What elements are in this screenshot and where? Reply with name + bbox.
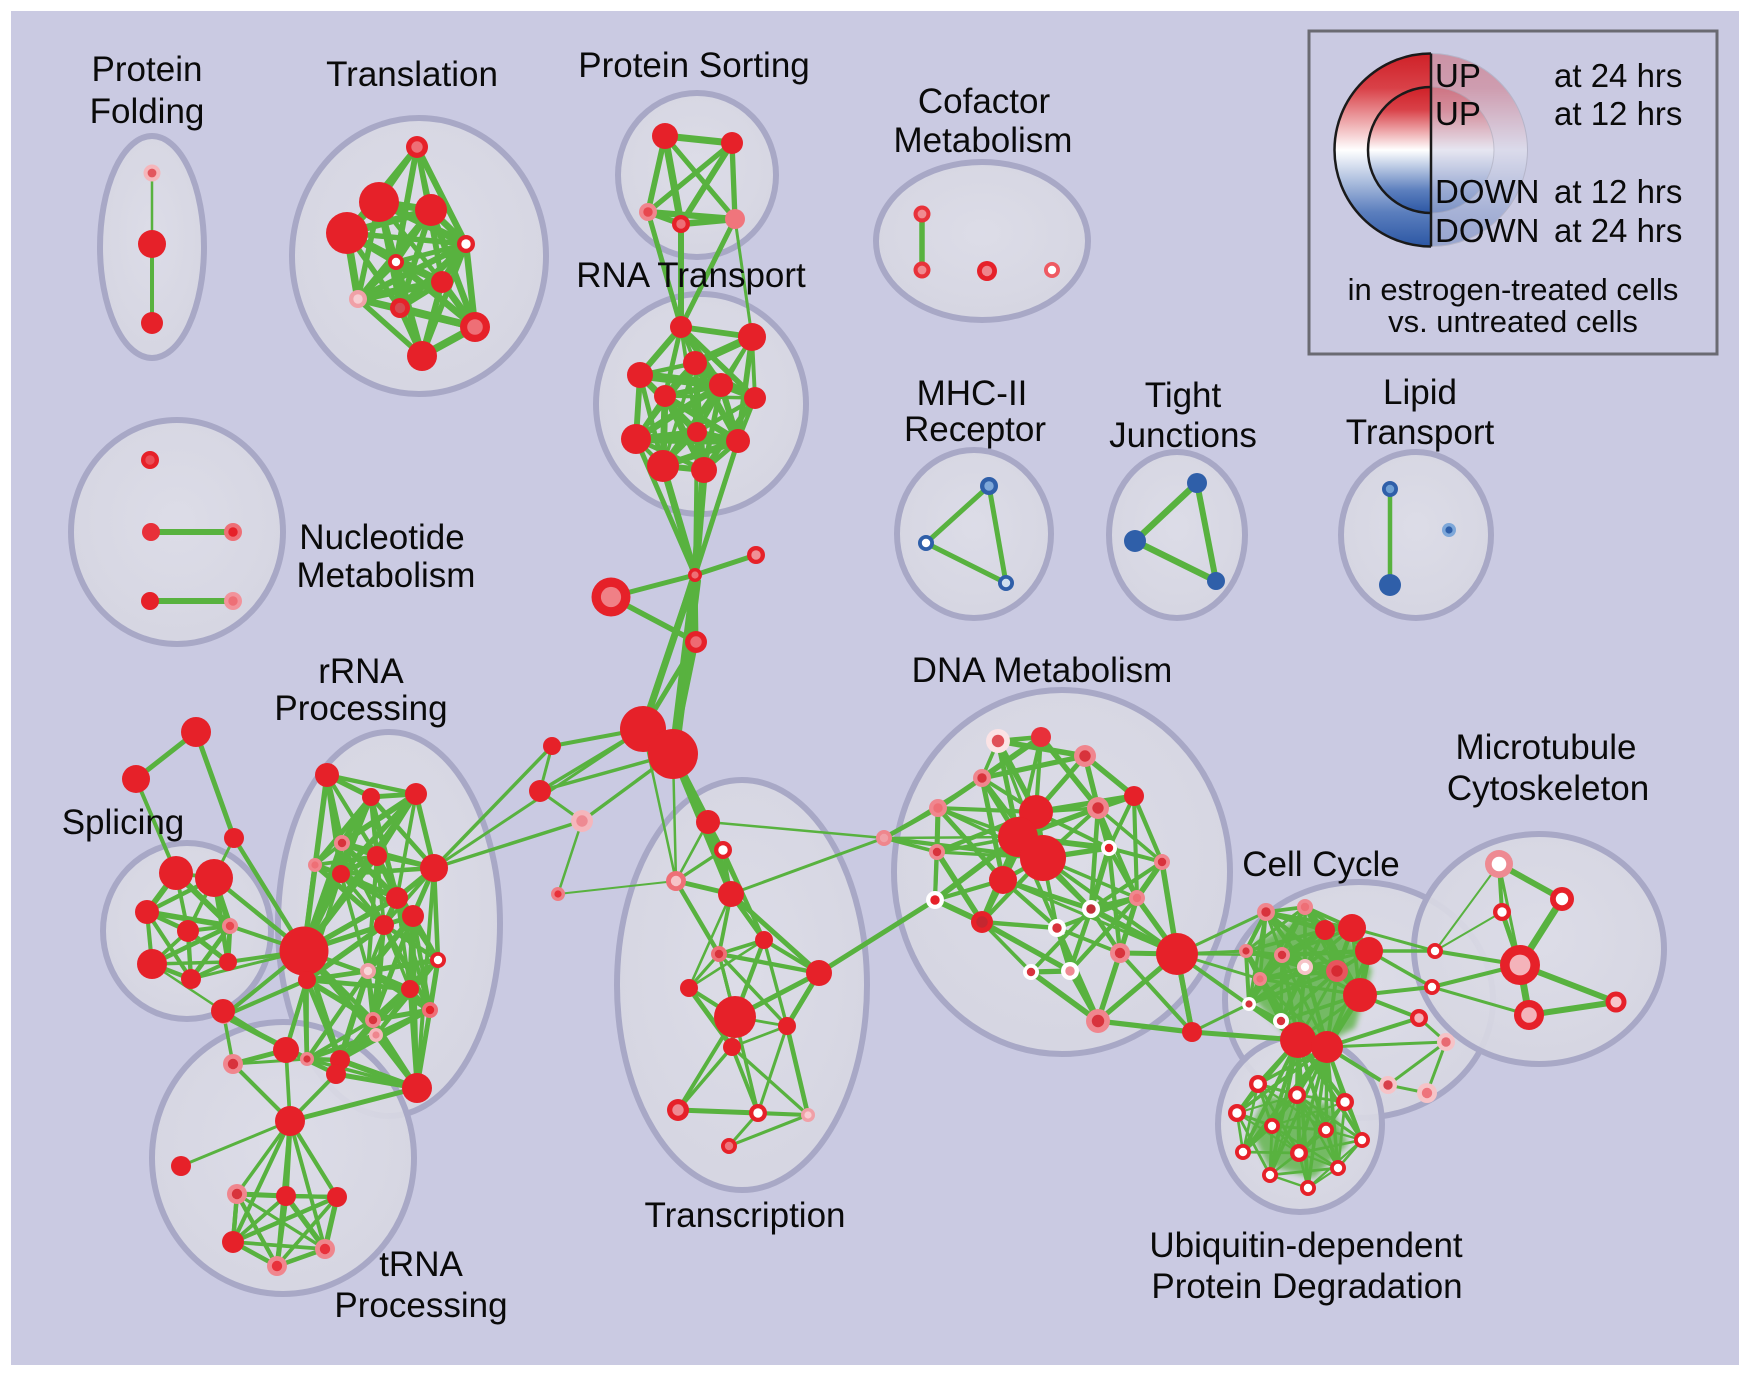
svg-text:Cofactor: Cofactor <box>918 82 1051 121</box>
svg-text:Processing: Processing <box>274 689 447 728</box>
svg-text:Transport: Transport <box>1346 413 1495 452</box>
svg-text:Protein Degradation: Protein Degradation <box>1151 1267 1462 1306</box>
svg-text:at 12 hrs: at 12 hrs <box>1554 173 1682 210</box>
svg-text:Tight: Tight <box>1145 376 1222 415</box>
svg-text:Receptor: Receptor <box>904 410 1046 449</box>
svg-text:Junctions: Junctions <box>1109 416 1257 455</box>
svg-text:Folding: Folding <box>90 92 205 131</box>
svg-text:DNA Metabolism: DNA Metabolism <box>912 651 1173 690</box>
svg-text:Transcription: Transcription <box>645 1196 846 1235</box>
svg-text:Protein: Protein <box>92 50 203 89</box>
svg-text:Ubiquitin-dependent: Ubiquitin-dependent <box>1149 1226 1463 1265</box>
svg-text:tRNA: tRNA <box>379 1245 463 1284</box>
svg-text:Metabolism: Metabolism <box>297 556 476 595</box>
svg-text:at 24 hrs: at 24 hrs <box>1554 212 1682 249</box>
svg-text:DOWN: DOWN <box>1435 173 1539 210</box>
svg-text:Nucleotide: Nucleotide <box>299 518 464 557</box>
svg-text:DOWN: DOWN <box>1435 212 1539 249</box>
svg-text:UP: UP <box>1435 95 1481 132</box>
svg-text:Microtubule: Microtubule <box>1456 728 1637 767</box>
svg-text:Cell Cycle: Cell Cycle <box>1242 845 1400 884</box>
svg-text:Lipid: Lipid <box>1383 373 1457 412</box>
svg-text:Processing: Processing <box>334 1286 507 1325</box>
svg-text:Protein Sorting: Protein Sorting <box>578 46 810 85</box>
svg-text:at 12 hrs: at 12 hrs <box>1554 95 1682 132</box>
svg-text:at 24 hrs: at 24 hrs <box>1554 57 1682 94</box>
svg-text:Translation: Translation <box>326 55 498 94</box>
svg-text:Metabolism: Metabolism <box>894 121 1073 160</box>
svg-text:RNA Transport: RNA Transport <box>576 256 806 295</box>
svg-text:vs. untreated cells: vs. untreated cells <box>1388 304 1638 339</box>
svg-text:UP: UP <box>1435 57 1481 94</box>
svg-text:in estrogen-treated cells: in estrogen-treated cells <box>1348 272 1679 307</box>
svg-text:rRNA: rRNA <box>318 652 404 691</box>
svg-text:Cytoskeleton: Cytoskeleton <box>1447 769 1649 808</box>
svg-text:MHC-II: MHC-II <box>917 374 1028 413</box>
svg-text:Splicing: Splicing <box>62 803 185 842</box>
